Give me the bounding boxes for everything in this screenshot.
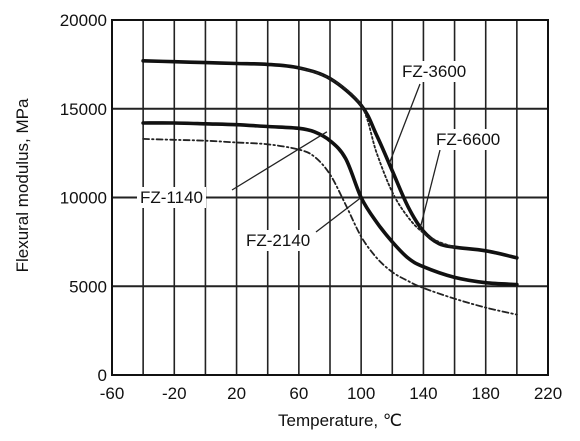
annotations: FZ-3600 FZ-6600 FZ-1140 FZ-2140 bbox=[137, 61, 504, 251]
y-tick-label: 15000 bbox=[60, 100, 107, 119]
tick-labels: -60 -20 20 60 100 140 180 220 0 5000 10000 15000 200… bbox=[60, 11, 562, 403]
label-fz-1140: FZ-1140 bbox=[140, 188, 203, 207]
y-tick-label: 5000 bbox=[69, 277, 107, 296]
label-background bbox=[433, 129, 504, 150]
y-tick-label: 10000 bbox=[60, 189, 107, 208]
label-fz-6600: FZ-6600 bbox=[436, 130, 500, 149]
series-line-fz-2140 bbox=[141, 121, 519, 287]
series-line-fz-3600 bbox=[141, 59, 519, 260]
x-tick-label: 100 bbox=[347, 384, 375, 403]
label-fz-3600: FZ-3600 bbox=[402, 62, 466, 81]
leader-line bbox=[419, 149, 441, 228]
y-axis-title: Flexural modulus, MPa bbox=[13, 98, 32, 272]
leader-line bbox=[388, 83, 421, 165]
x-axis-title: Temperature, ℃ bbox=[278, 411, 402, 430]
x-tick-label: 180 bbox=[472, 384, 500, 403]
x-tick-label: 220 bbox=[534, 384, 562, 403]
x-tick-label: -60 bbox=[100, 384, 125, 403]
x-tick-label: 60 bbox=[289, 384, 308, 403]
series-lines bbox=[141, 59, 519, 316]
series-line-fz-6600 bbox=[298, 67, 456, 249]
label-background bbox=[137, 187, 206, 208]
leader-line bbox=[315, 196, 362, 233]
leader-line bbox=[231, 131, 328, 191]
y-tick-label: 20000 bbox=[60, 11, 107, 30]
label-fz-2140: FZ-2140 bbox=[246, 231, 310, 250]
x-tick-label: 20 bbox=[227, 384, 246, 403]
series-line-fz-1140 bbox=[142, 138, 518, 316]
y-tick-label: 0 bbox=[98, 366, 107, 385]
label-background bbox=[399, 61, 470, 82]
x-tick-label: 140 bbox=[409, 384, 437, 403]
x-tick-label: -20 bbox=[162, 384, 187, 403]
plot-frame bbox=[111, 19, 549, 376]
label-background bbox=[243, 230, 314, 251]
